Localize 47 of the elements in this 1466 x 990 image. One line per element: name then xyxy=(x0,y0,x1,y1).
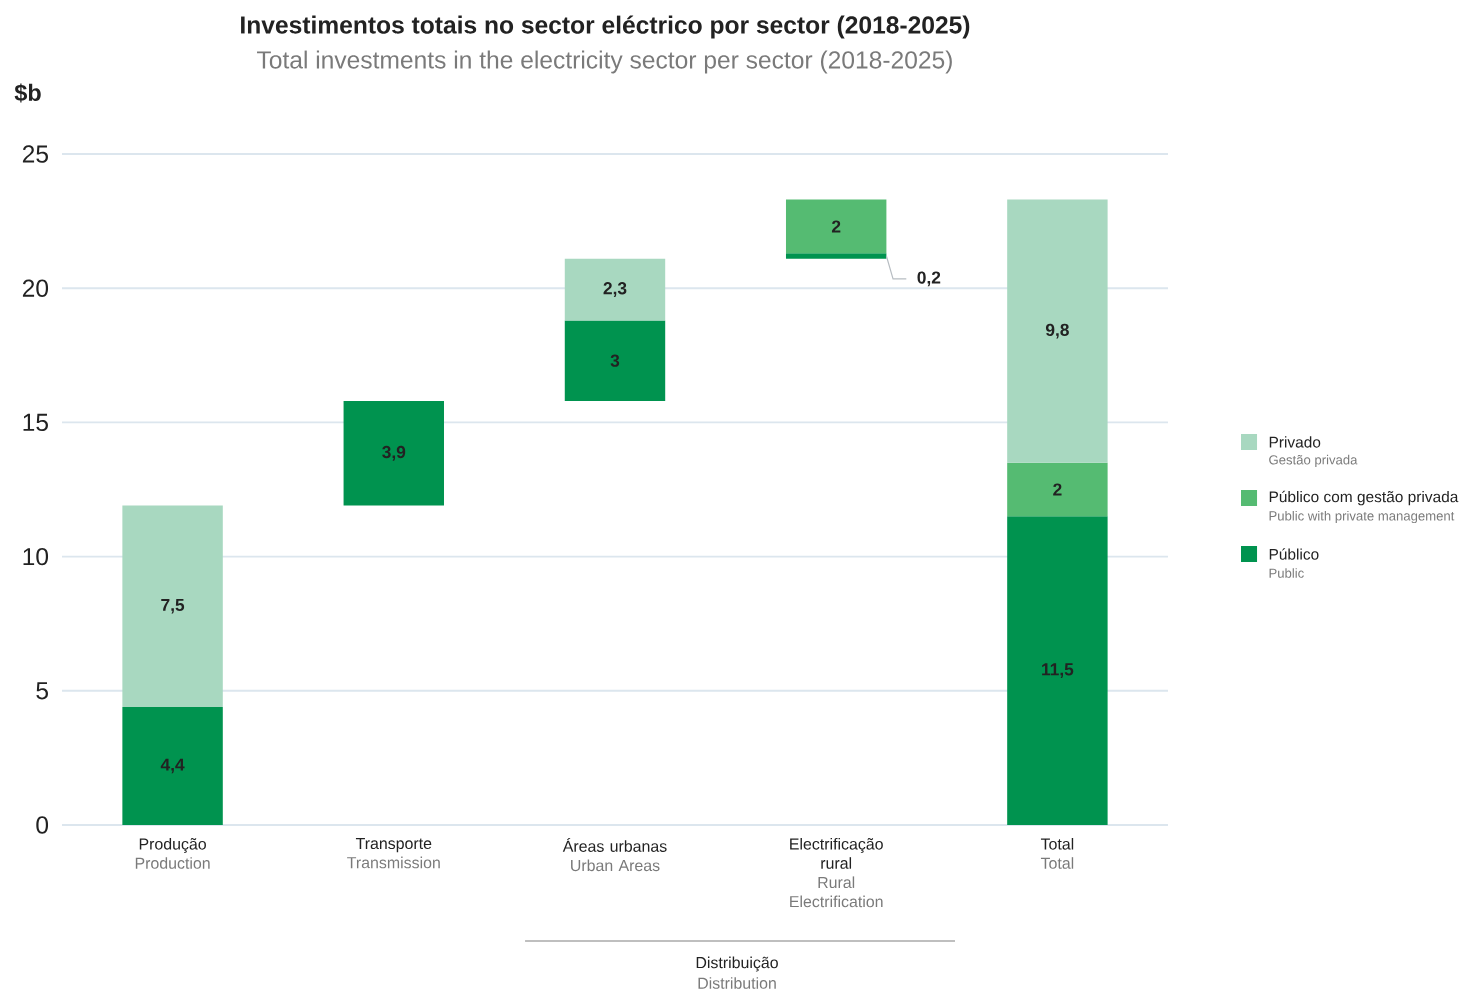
bar xyxy=(785,253,887,259)
bar xyxy=(1007,199,1108,463)
y-tick-label: 10 xyxy=(23,547,49,566)
data-label: 0,2 xyxy=(917,271,941,287)
x-tick-label: Electrificação rural xyxy=(790,837,883,869)
y-tick-label: 20 xyxy=(22,279,49,297)
bar xyxy=(564,320,666,401)
y-tick-label: 5 xyxy=(36,682,48,700)
text: Rural Electrification xyxy=(790,876,883,908)
bar xyxy=(122,505,223,707)
text: Public xyxy=(1269,568,1304,578)
text: Transmission xyxy=(347,856,440,869)
bar xyxy=(343,400,444,506)
bar xyxy=(122,706,223,826)
x-tick-label: Transporte xyxy=(355,837,432,853)
text: Distribuição xyxy=(696,956,778,972)
text: Production xyxy=(135,857,210,869)
x-tick-label: Total xyxy=(1040,837,1074,850)
data-label: 2,3 xyxy=(603,282,627,297)
chart-title: Investimentos totais no sector eléctrico por sector (2018-2025) xyxy=(241,15,970,39)
data-label: 3,9 xyxy=(382,445,406,461)
y-tick-label: 25 xyxy=(22,145,48,163)
bar xyxy=(785,199,887,254)
text: Urban Areas xyxy=(571,859,660,872)
bar xyxy=(1007,516,1108,826)
text: Distribution xyxy=(698,977,776,989)
data-label: 9,8 xyxy=(1045,323,1069,339)
data-label: 3 xyxy=(610,354,620,367)
x-tick-label: Produção xyxy=(139,837,206,853)
x-tick-label: Áreas urbanas xyxy=(562,837,667,852)
text: Gestão privada xyxy=(1269,454,1358,468)
bar xyxy=(1007,462,1108,517)
bar xyxy=(564,258,666,321)
y-tick-label: 15 xyxy=(23,413,48,431)
legend-label: Público xyxy=(1269,548,1319,560)
y-axis-title: $b xyxy=(14,83,41,103)
data-label: 7,5 xyxy=(161,598,185,614)
y-tick-label: 0 xyxy=(36,816,49,834)
text: Public with private management xyxy=(1269,510,1455,524)
data-label: 2 xyxy=(831,220,841,233)
chart-subtitle: Total investments in the electricity sector per sector (2018-2025) xyxy=(257,50,952,74)
data-label: 11,5 xyxy=(1042,663,1074,678)
data-label: 4,4 xyxy=(160,758,185,774)
legend-label: Público com gestão privada xyxy=(1269,490,1459,506)
text: Total xyxy=(1040,857,1074,869)
data-label: 2 xyxy=(1053,483,1062,496)
legend-label: Privado xyxy=(1269,436,1321,448)
